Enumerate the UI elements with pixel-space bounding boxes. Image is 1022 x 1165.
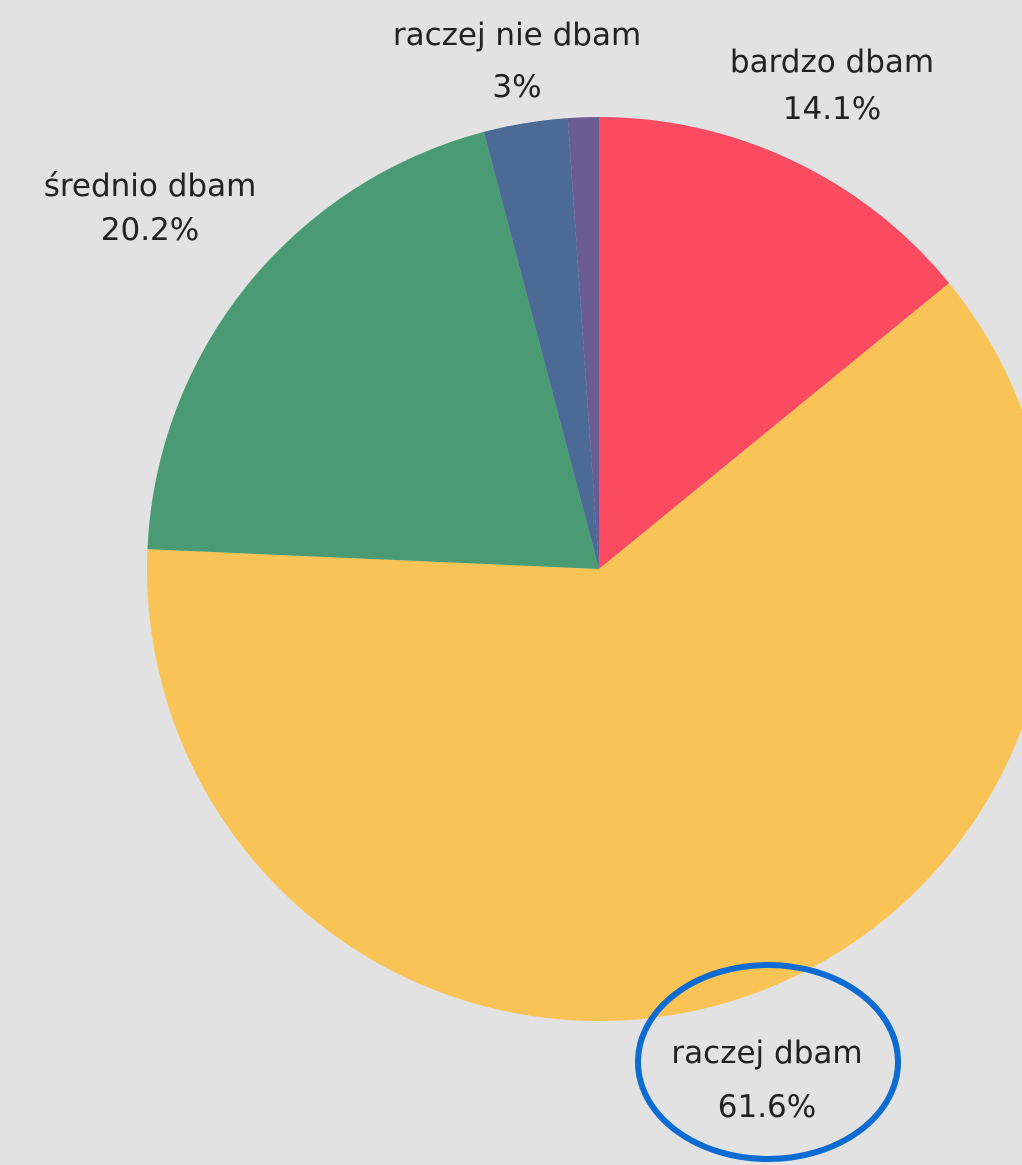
pie-slice-raczej-nie-dbam-3 [483,118,599,569]
pie-slice-bardzo-dbam-0 [599,117,950,569]
pie-slices [147,117,1022,1021]
label-raczej-dbam-value: 61.6% [718,1089,816,1125]
pie-slice-other-4 [567,117,599,569]
label-bardzo-dbam-value: 14.1% [783,91,881,127]
pie-slice-srednio-dbam-2 [147,131,599,569]
label-bardzo-dbam-name: bardzo dbam [730,44,934,80]
highlight-ellipse [635,962,901,1162]
label-raczej-nie-dbam-name: raczej nie dbam [393,17,641,53]
pie-slice-raczej-dbam-1 [147,283,1022,1021]
label-srednio-dbam-name: średnio dbam [44,168,257,204]
label-raczej-dbam-name: raczej dbam [671,1035,862,1071]
label-raczej-nie-dbam-value: 3% [492,69,541,105]
label-srednio-dbam-value: 20.2% [101,212,199,248]
